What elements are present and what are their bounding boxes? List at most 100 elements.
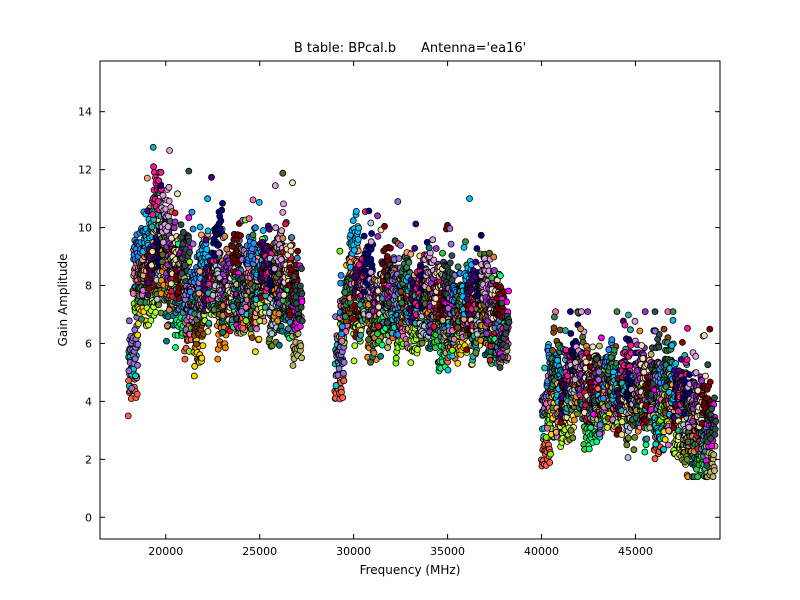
data-point	[413, 346, 421, 353]
data-point	[395, 255, 403, 262]
data-point	[174, 190, 181, 198]
data-point	[178, 270, 186, 277]
data-point	[367, 219, 375, 227]
data-point	[355, 224, 363, 232]
data-point	[466, 195, 473, 203]
data-point	[179, 228, 187, 236]
data-point	[153, 295, 161, 303]
data-point	[199, 342, 207, 350]
data-point	[338, 388, 345, 396]
data-point	[204, 227, 212, 235]
data-point	[454, 359, 462, 367]
data-point	[163, 337, 170, 345]
data-point	[381, 222, 388, 230]
data-point	[148, 271, 156, 279]
chart-title: B table: BPcal.b Antenna='ea16'	[294, 41, 526, 56]
data-point	[175, 295, 183, 302]
data-point	[152, 308, 160, 316]
data-point	[185, 214, 193, 222]
data-point	[204, 195, 212, 203]
data-point	[472, 258, 480, 266]
data-point	[392, 354, 400, 362]
data-point	[365, 311, 373, 319]
data-point	[429, 236, 437, 244]
data-point	[221, 232, 229, 240]
data-point	[411, 244, 419, 252]
data-point	[251, 224, 259, 232]
data-point	[446, 225, 454, 232]
data-point	[350, 246, 358, 254]
data-point	[280, 200, 287, 208]
data-point	[149, 143, 157, 151]
data-point	[298, 290, 306, 298]
data-point	[128, 384, 136, 392]
data-point	[148, 248, 156, 255]
data-point	[454, 324, 462, 332]
data-point	[432, 245, 440, 252]
data-point	[134, 340, 142, 348]
data-point	[185, 167, 193, 175]
data-point	[131, 355, 139, 363]
data-point	[447, 240, 455, 248]
data-point	[124, 412, 132, 420]
data-point	[352, 207, 360, 215]
data-point	[279, 208, 287, 216]
data-point	[147, 316, 155, 324]
data-point	[202, 236, 210, 244]
data-point	[339, 369, 347, 377]
data-point	[219, 328, 227, 336]
data-point	[284, 325, 292, 333]
data-point	[298, 265, 305, 273]
data-point	[338, 337, 346, 345]
data-point	[332, 382, 340, 389]
data-point	[150, 163, 158, 171]
data-point	[279, 169, 287, 177]
data-point	[253, 325, 261, 333]
data-point	[250, 239, 258, 247]
data-point	[164, 223, 172, 231]
data-point	[448, 346, 456, 354]
data-point	[431, 344, 439, 352]
data-point	[336, 247, 344, 255]
data-point	[157, 168, 165, 176]
data-point	[186, 248, 194, 256]
data-point	[368, 230, 376, 237]
data-point	[154, 197, 162, 205]
data-point	[204, 327, 212, 335]
data-point	[340, 377, 348, 385]
data-point	[360, 288, 368, 296]
data-point	[350, 357, 358, 365]
data-point	[412, 220, 420, 228]
data-point	[149, 211, 157, 219]
data-point	[367, 238, 375, 246]
data-point	[196, 267, 204, 275]
plot-area	[124, 143, 720, 481]
data-point	[181, 355, 189, 363]
data-point	[298, 298, 306, 306]
data-point	[357, 331, 365, 339]
data-point	[186, 258, 194, 266]
data-point	[463, 346, 471, 354]
data-point	[163, 322, 171, 330]
data-point	[208, 173, 215, 181]
data-point	[248, 334, 256, 342]
data-point	[255, 335, 263, 343]
data-point	[272, 224, 280, 232]
data-point	[172, 344, 179, 351]
data-point	[217, 217, 225, 225]
data-point	[221, 344, 229, 352]
data-point	[214, 355, 222, 363]
data-point	[125, 317, 133, 325]
data-point	[386, 244, 394, 252]
data-point	[298, 317, 306, 325]
data-point	[155, 301, 163, 309]
data-point	[289, 179, 296, 187]
data-point	[473, 245, 481, 252]
data-point	[338, 323, 346, 331]
data-point	[351, 342, 359, 350]
data-point	[448, 252, 456, 260]
data-point	[296, 282, 304, 290]
data-point	[275, 341, 283, 349]
data-point	[170, 224, 178, 232]
